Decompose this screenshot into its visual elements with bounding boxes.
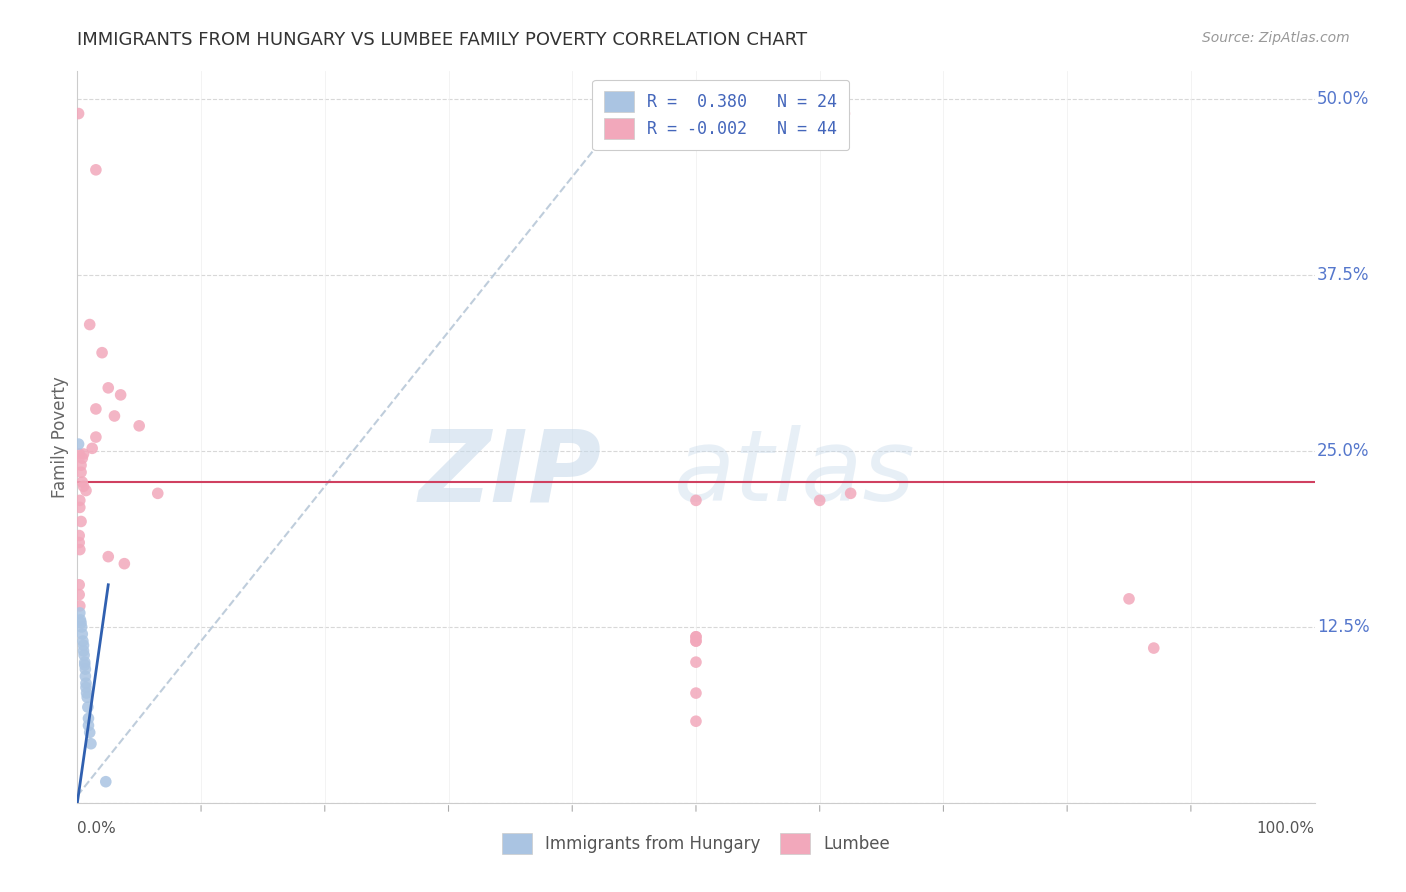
Point xyxy=(94,774,117,789)
Point xyxy=(80,737,103,751)
Point xyxy=(67,528,90,542)
Text: 37.5%: 37.5% xyxy=(1317,267,1369,285)
Point xyxy=(70,615,93,630)
Point xyxy=(76,690,98,705)
Point xyxy=(70,458,93,473)
Point xyxy=(73,657,96,672)
Point xyxy=(72,479,94,493)
Point xyxy=(685,714,707,729)
Text: 12.5%: 12.5% xyxy=(1317,618,1369,636)
Point xyxy=(75,681,97,695)
Point xyxy=(808,493,831,508)
Legend: Immigrants from Hungary, Lumbee: Immigrants from Hungary, Lumbee xyxy=(495,827,897,860)
Point xyxy=(97,549,120,564)
Point xyxy=(72,634,94,648)
Point xyxy=(73,648,96,662)
Text: Source: ZipAtlas.com: Source: ZipAtlas.com xyxy=(1202,31,1350,45)
Point xyxy=(75,676,97,690)
Point xyxy=(685,655,707,669)
Point xyxy=(685,634,707,648)
Point xyxy=(128,418,150,433)
Point xyxy=(1143,641,1166,656)
Point xyxy=(79,725,101,739)
Point xyxy=(67,447,90,461)
Point xyxy=(67,578,90,592)
Point xyxy=(839,486,862,500)
Point xyxy=(1118,591,1140,606)
Point xyxy=(67,535,90,549)
Point xyxy=(112,557,135,571)
Point xyxy=(97,381,120,395)
Point xyxy=(70,515,93,529)
Point xyxy=(75,483,97,498)
Point xyxy=(72,475,94,489)
Point xyxy=(685,630,707,644)
Point xyxy=(67,437,90,451)
Point xyxy=(84,162,107,177)
Point xyxy=(685,630,707,644)
Point xyxy=(69,500,91,515)
Point xyxy=(75,662,97,676)
Point xyxy=(685,686,707,700)
Point xyxy=(79,318,101,332)
Point xyxy=(75,669,97,683)
Point xyxy=(69,542,91,557)
Point xyxy=(69,606,91,620)
Point xyxy=(91,345,114,359)
Text: 25.0%: 25.0% xyxy=(1317,442,1369,460)
Point xyxy=(84,430,107,444)
Point xyxy=(69,599,91,613)
Point xyxy=(70,620,93,634)
Point xyxy=(834,106,856,120)
Point xyxy=(67,588,90,602)
Point xyxy=(103,409,125,423)
Text: 0.0%: 0.0% xyxy=(77,821,117,836)
Point xyxy=(72,644,94,658)
Point xyxy=(69,613,91,627)
Point xyxy=(67,106,90,120)
Point xyxy=(72,447,94,461)
Point xyxy=(685,493,707,508)
Point xyxy=(84,401,107,416)
Point xyxy=(72,451,94,466)
Point xyxy=(70,465,93,479)
Text: atlas: atlas xyxy=(673,425,915,522)
Text: IMMIGRANTS FROM HUNGARY VS LUMBEE FAMILY POVERTY CORRELATION CHART: IMMIGRANTS FROM HUNGARY VS LUMBEE FAMILY… xyxy=(77,31,807,49)
Point xyxy=(77,711,100,725)
Point xyxy=(69,493,91,508)
Text: 100.0%: 100.0% xyxy=(1257,821,1315,836)
Point xyxy=(685,634,707,648)
Point xyxy=(146,486,169,500)
Point xyxy=(72,638,94,652)
Text: ZIP: ZIP xyxy=(419,425,602,522)
Point xyxy=(76,700,98,714)
Point xyxy=(76,686,98,700)
Point xyxy=(72,627,94,641)
Point xyxy=(82,442,104,456)
Y-axis label: Family Poverty: Family Poverty xyxy=(51,376,69,498)
Text: 50.0%: 50.0% xyxy=(1317,90,1369,109)
Point xyxy=(77,718,100,732)
Point xyxy=(73,655,96,669)
Point xyxy=(110,388,132,402)
